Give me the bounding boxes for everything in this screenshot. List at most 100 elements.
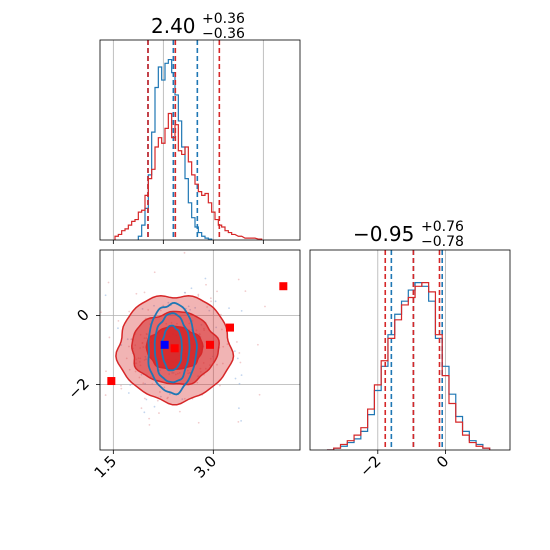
scatter-point (100, 311, 102, 314)
scatter-point (159, 395, 162, 398)
scatter-point (143, 397, 146, 400)
scatter-point (264, 305, 266, 308)
scatter-point (159, 391, 161, 393)
panel2-title-minus-error: −0.78 (421, 234, 464, 250)
panel2-title: −0.95 +0.76 −0.78 (353, 216, 469, 250)
joint-contour-panel: 1.5 3.0 0 −2 (64, 249, 301, 482)
panel4-frame (309, 249, 511, 451)
scatter-point (159, 309, 162, 312)
scatter-point (166, 397, 169, 400)
scatter-point (197, 421, 200, 424)
scatter-point (105, 370, 107, 373)
scatter-point (153, 405, 156, 408)
scatter-point (117, 327, 119, 330)
scatter-point (147, 309, 150, 311)
panel2-title-median: −0.95 (353, 222, 414, 246)
panel1-frame (99, 39, 301, 241)
scatter-point (91, 336, 93, 338)
scatter-point (194, 306, 197, 309)
scatter-point (75, 456, 77, 458)
scatter-point (141, 307, 144, 310)
scatter-point (226, 343, 229, 345)
scatter-point (234, 377, 237, 380)
red-square-marker (206, 340, 214, 349)
scatter-point (208, 309, 211, 312)
panel4-x-tick-label: 0 (433, 452, 452, 471)
red-histogram-step (326, 282, 491, 450)
scatter-point (258, 393, 261, 396)
blue-contour-level (147, 301, 198, 396)
scatter-point (129, 384, 132, 386)
scatter-point (156, 399, 159, 402)
blue-square-marker (160, 340, 169, 349)
blue-contour-level (153, 312, 191, 384)
panel1-plot-area (114, 40, 263, 240)
scatter-point (128, 310, 131, 313)
scatter-point (215, 326, 218, 329)
scatter-point (238, 352, 241, 354)
scatter-point (236, 341, 238, 343)
scatter-point (216, 363, 218, 366)
scatter-point (140, 407, 143, 410)
scatter-point (187, 305, 190, 308)
red-square-marker (279, 282, 288, 291)
red-square-marker (170, 344, 179, 353)
panel3-x-tick-label: 3.0 (191, 452, 221, 482)
scatter-point (210, 300, 212, 303)
scatter-point (237, 420, 240, 423)
panel1-title-plus-error: +0.36 (202, 11, 245, 27)
scatter-point (144, 382, 146, 385)
red-square-marker (226, 323, 234, 332)
red-square-marker (107, 377, 116, 386)
scatter-point (196, 381, 199, 384)
panel2-title-plus-error: +0.76 (421, 219, 464, 235)
scatter-point (237, 278, 240, 281)
scatter-point (228, 307, 230, 310)
scatter-point (138, 376, 141, 379)
scatter-point (240, 419, 243, 422)
scatter-point (128, 368, 131, 371)
scatter-point (134, 370, 137, 373)
scatter-point (153, 271, 156, 274)
scatter-point (233, 350, 236, 352)
scatter-point (125, 357, 128, 360)
scatter-point (126, 338, 129, 341)
scatter-point (183, 251, 186, 254)
panel1-title: 2.40 +0.36 −0.36 (151, 8, 250, 42)
scatter-point (104, 394, 107, 396)
scatter-point (120, 344, 123, 346)
scatter-point (244, 290, 247, 293)
scatter-point (142, 382, 145, 385)
scatter-point (240, 374, 243, 377)
scatter-point (209, 297, 212, 300)
scatter-point (206, 306, 209, 308)
scatter-point (151, 383, 154, 386)
scatter-point (169, 393, 171, 395)
panel3-y-tick-label: −2 (64, 375, 92, 403)
scatter-point (190, 287, 193, 290)
scatter-point (163, 386, 166, 389)
scatter-point (127, 392, 130, 394)
scatter-point (120, 384, 122, 387)
scatter-point (153, 304, 155, 307)
scatter-point (143, 411, 146, 414)
panel3-y-tick-label: 0 (73, 306, 92, 325)
scatter-point (256, 343, 259, 346)
scatter-point (214, 300, 217, 303)
panel3-x-tick-label: 1.5 (91, 452, 121, 482)
panel1-title-median: 2.40 (151, 14, 196, 38)
scatter-point (143, 291, 146, 294)
scatter-point (219, 384, 221, 387)
scatter-point (178, 410, 181, 413)
scatter-point (120, 387, 123, 390)
scatter-point (162, 304, 165, 307)
scatter-point (140, 373, 143, 376)
scatter-point (219, 313, 222, 316)
scatter-point (128, 345, 130, 348)
scatter-point (238, 407, 240, 410)
panel3-plot-area (75, 251, 288, 458)
red-histogram-step (114, 112, 263, 240)
scatter-point (236, 357, 239, 360)
scatter-point (90, 369, 92, 371)
